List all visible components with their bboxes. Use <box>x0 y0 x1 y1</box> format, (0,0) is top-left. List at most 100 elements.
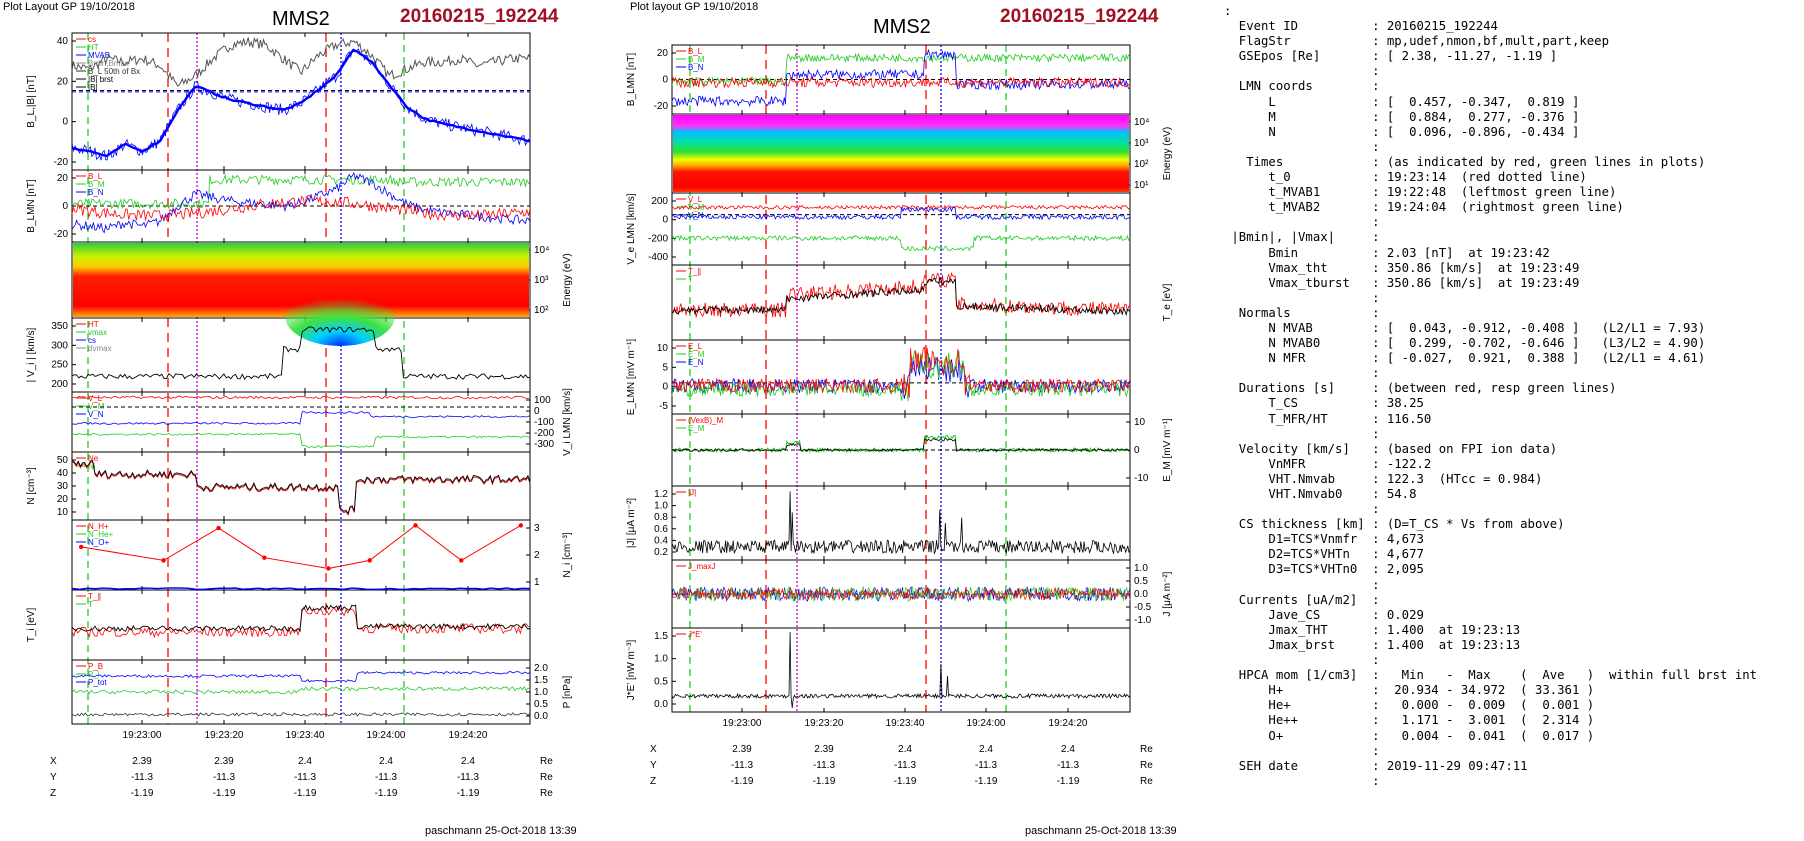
position-value: -1.19 <box>375 788 398 799</box>
position-unit: Re <box>1140 744 1153 755</box>
summary-line: t_0 : 19:23:14 (red dotted line) <box>1224 170 1587 185</box>
panel-frame <box>671 44 1131 115</box>
legend-label: P_tot <box>88 678 107 687</box>
panel-frame <box>671 192 1131 266</box>
summary-line: Vmax_tht : 350.86 [km/s] at 19:23:49 <box>1224 260 1580 275</box>
legend-label: N_He+ <box>88 530 113 539</box>
summary-line: : <box>1224 366 1380 381</box>
summary-line: VHT.Nmvab0 : 54.8 <box>1224 487 1417 501</box>
y-tick-label: 3 <box>534 523 540 534</box>
summary-line: : <box>1224 577 1380 592</box>
position-row-label: X <box>650 744 657 755</box>
y-tick-label: 10⁴ <box>534 245 549 256</box>
legend-label: cs <box>88 336 96 345</box>
y-tick-label: 2 <box>534 550 540 561</box>
summary-line: : <box>1224 653 1380 668</box>
series-E_L <box>671 356 1131 399</box>
y-tick-label: 200 <box>51 379 68 390</box>
position-row-label: Y <box>50 772 57 783</box>
summary-line: Times : (as indicated by red, green line… <box>1224 154 1706 169</box>
y-tick-label: 20 <box>57 76 69 87</box>
legend-label: T_∥ <box>88 592 101 601</box>
position-value: -11.3 <box>294 772 316 783</box>
legend-label: V_L <box>688 195 703 204</box>
summary-line: t_MVAB2 : 19:24:04 (rightmost green line… <box>1224 200 1624 215</box>
legend-label: |B| <box>88 83 98 92</box>
middle-plot-event-id: 20160215_192244 <box>1000 6 1159 27</box>
legend-label: HT <box>88 43 99 52</box>
summary-line: CS thickness [km] : (D=T_CS * Vs from ab… <box>1224 517 1565 532</box>
y-tick-label: 0.5 <box>654 676 668 687</box>
summary-line: Normals : <box>1224 305 1380 320</box>
y-tick-label: 0.0 <box>1134 589 1148 600</box>
position-value: -1.19 <box>131 788 154 799</box>
position-row-label: X <box>50 756 57 767</box>
series-J_N <box>671 587 1131 601</box>
position-value: 2.4 <box>979 744 993 755</box>
summary-line: N : [ 0.096, -0.896, -0.434 ] <box>1224 124 1580 139</box>
summary-line: Jave_CS : 0.029 <box>1224 607 1424 622</box>
y-tick-label: 10² <box>534 305 549 316</box>
position-unit: Re <box>540 788 553 799</box>
legend-label: (VexB)_M <box>688 416 723 425</box>
summary-line: T_CS : 38.25 <box>1224 396 1424 411</box>
summary-line: VHT.Nmvab : 122.3 (HTcc = 0.984) <box>1224 471 1543 486</box>
y-tick-label: 200 <box>651 196 668 207</box>
summary-line: D1=TCS*Vnmfr : 4,673 <box>1224 532 1424 547</box>
y-tick-label: -400 <box>648 252 668 263</box>
y-tick-label: 0.0 <box>534 711 548 722</box>
summary-line: FlagStr : mp,udef,nmon,bf,mult,part,keep <box>1224 34 1609 49</box>
y-tick-label: 0.5 <box>1134 576 1148 587</box>
panel-frame <box>671 339 1131 415</box>
legend-label: V_N <box>688 211 704 220</box>
series-V_L <box>71 395 531 400</box>
y-tick-label: 1 <box>534 577 540 588</box>
summary-line: He++ : 1.171 - 3.001 ( 2.314 ) <box>1224 713 1595 728</box>
y-tick-label: 1.0 <box>534 687 548 698</box>
legend-label: P_i <box>88 670 100 679</box>
series-T <box>671 276 1131 317</box>
position-value: -11.3 <box>975 760 997 771</box>
y-tick-label: 250 <box>51 360 68 371</box>
position-value: -1.19 <box>457 788 480 799</box>
y-axis-label: E_M [mV m⁻¹] <box>1162 418 1173 482</box>
legend-label: V_N <box>88 410 104 419</box>
legend-label: E_N <box>688 358 704 367</box>
x-tick-label: 19:24:20 <box>449 730 488 741</box>
panel-frame <box>71 169 531 243</box>
y-tick-label: 1.5 <box>534 675 548 686</box>
y-tick-label: -1.0 <box>1134 615 1152 626</box>
summary-line: N MVAB : [ 0.043, -0.912, -0.408 ] (L2/L… <box>1224 320 1706 335</box>
position-value: 2.4 <box>379 756 393 767</box>
y-tick-label: 40 <box>57 468 69 479</box>
y-tick-label: 10 <box>1134 417 1146 428</box>
y-axis-label: J [μA m⁻²] <box>1162 571 1173 616</box>
y-tick-label: 0.8 <box>654 512 668 523</box>
y-tick-label: 1.0 <box>654 654 668 665</box>
series-N_He+ <box>81 524 522 570</box>
series-V_M <box>71 411 531 425</box>
position-row-label: Y <box>650 760 657 771</box>
series-Ni <box>71 459 531 515</box>
legend-label: B_M <box>88 180 105 189</box>
y-tick-label: -20 <box>54 157 69 168</box>
series-|B| <box>71 36 531 87</box>
position-value: 2.4 <box>1061 744 1075 755</box>
legend-label: T_∥ <box>688 267 701 276</box>
position-value: -11.3 <box>731 760 753 771</box>
series-Vi <box>71 326 531 380</box>
summary-line: D2=TCS*VHTn : 4,677 <box>1224 547 1424 562</box>
legend-label: N_H+ <box>88 522 109 531</box>
summary-line: VnMFR : -122.2 <box>1224 456 1432 471</box>
x-tick-label: 19:24:00 <box>967 718 1006 729</box>
y-tick-label: 1.5 <box>654 631 668 642</box>
legend-label: HT <box>88 320 99 329</box>
summary-line: Velocity [km/s] : (based on FPI ion data… <box>1224 441 1558 456</box>
summary-line: : <box>1224 4 1232 18</box>
position-value: -11.3 <box>375 772 397 783</box>
y-tick-label: -20 <box>54 229 69 240</box>
series-JE <box>671 631 1131 709</box>
x-tick-label: 19:23:00 <box>123 730 162 741</box>
event-summary-panel: : Event ID : 20160215_192244 FlagStr : m… <box>1224 4 1802 834</box>
position-value: -11.3 <box>1057 760 1079 771</box>
